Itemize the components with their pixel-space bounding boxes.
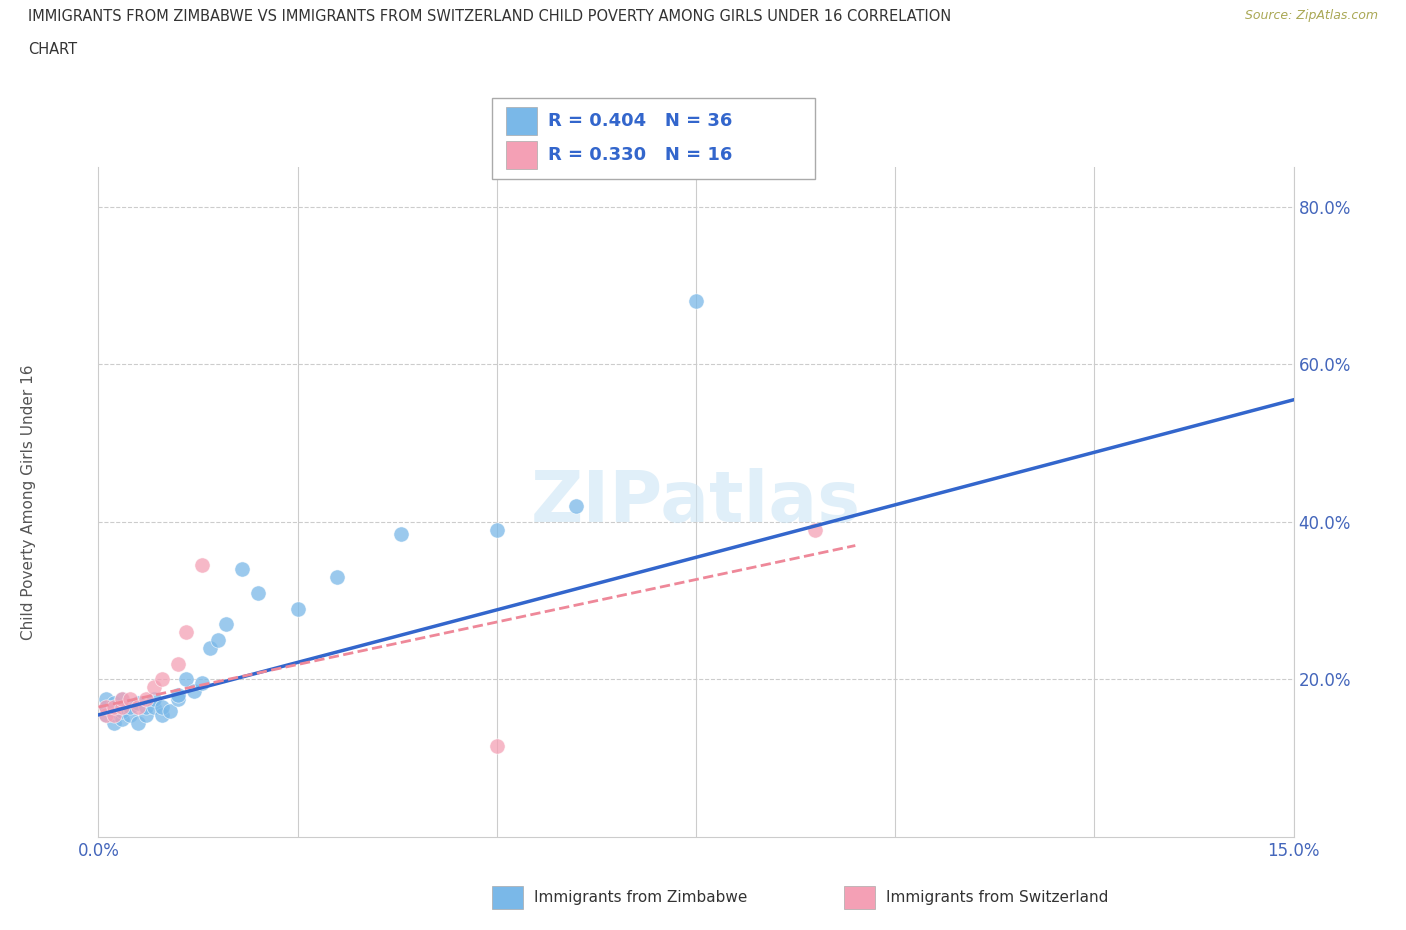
Point bbox=[135, 699, 157, 714]
Point bbox=[120, 692, 142, 707]
Point bbox=[96, 708, 118, 723]
Point bbox=[167, 657, 190, 671]
Point bbox=[111, 692, 134, 707]
Text: ZIPatlas: ZIPatlas bbox=[531, 468, 860, 537]
Text: Source: ZipAtlas.com: Source: ZipAtlas.com bbox=[1244, 9, 1378, 22]
Text: R = 0.330   N = 16: R = 0.330 N = 16 bbox=[548, 146, 733, 165]
Text: R = 0.404   N = 36: R = 0.404 N = 36 bbox=[548, 112, 733, 130]
Text: Immigrants from Zimbabwe: Immigrants from Zimbabwe bbox=[534, 890, 748, 905]
Point bbox=[143, 692, 166, 707]
Point bbox=[183, 684, 205, 698]
Point bbox=[804, 523, 827, 538]
Point bbox=[96, 692, 118, 707]
Point bbox=[135, 708, 157, 723]
Point bbox=[198, 641, 221, 656]
Point bbox=[143, 680, 166, 695]
Point bbox=[111, 699, 134, 714]
Point bbox=[287, 601, 309, 616]
Point bbox=[150, 699, 173, 714]
Point bbox=[685, 294, 707, 309]
Point bbox=[150, 672, 173, 687]
Point bbox=[96, 699, 118, 714]
Point bbox=[96, 708, 118, 723]
Point bbox=[326, 569, 349, 584]
Point bbox=[127, 699, 149, 714]
Point bbox=[174, 672, 197, 687]
Point bbox=[246, 585, 269, 600]
Point bbox=[159, 703, 181, 718]
Point bbox=[150, 708, 173, 723]
Point bbox=[231, 562, 253, 577]
Point bbox=[565, 498, 588, 513]
Text: IMMIGRANTS FROM ZIMBABWE VS IMMIGRANTS FROM SWITZERLAND CHILD POVERTY AMONG GIRL: IMMIGRANTS FROM ZIMBABWE VS IMMIGRANTS F… bbox=[28, 9, 952, 24]
Point bbox=[103, 703, 125, 718]
Text: Immigrants from Switzerland: Immigrants from Switzerland bbox=[886, 890, 1108, 905]
Point bbox=[127, 696, 149, 711]
Point bbox=[207, 632, 229, 647]
Point bbox=[127, 715, 149, 730]
Point bbox=[167, 688, 190, 703]
Point bbox=[96, 699, 118, 714]
Point bbox=[167, 692, 190, 707]
Point bbox=[174, 625, 197, 640]
Point bbox=[191, 676, 214, 691]
Point bbox=[120, 708, 142, 723]
Point bbox=[191, 558, 214, 573]
Y-axis label: Child Poverty Among Girls Under 16: Child Poverty Among Girls Under 16 bbox=[21, 365, 37, 640]
Point bbox=[485, 523, 508, 538]
Point bbox=[103, 708, 125, 723]
Point bbox=[135, 692, 157, 707]
Point bbox=[389, 526, 412, 541]
Text: CHART: CHART bbox=[28, 42, 77, 57]
Point bbox=[143, 699, 166, 714]
Point bbox=[111, 711, 134, 726]
Point bbox=[120, 699, 142, 714]
Point bbox=[215, 617, 238, 631]
Point bbox=[103, 715, 125, 730]
Point bbox=[485, 739, 508, 754]
Point bbox=[111, 692, 134, 707]
Point bbox=[111, 703, 134, 718]
Point bbox=[103, 696, 125, 711]
Point bbox=[103, 699, 125, 714]
